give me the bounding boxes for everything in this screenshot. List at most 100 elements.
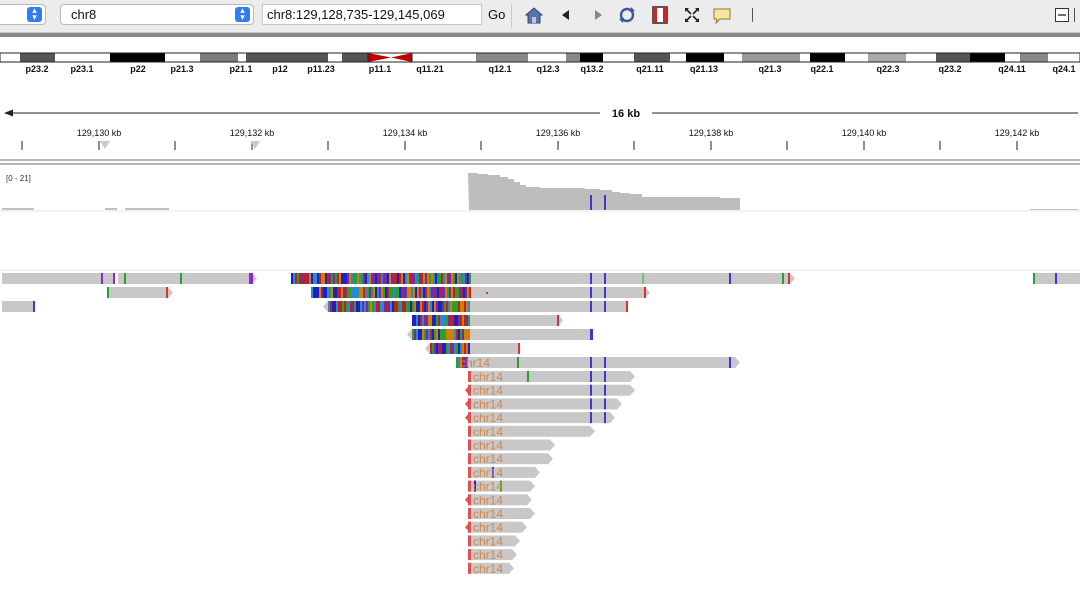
soft-clip-base	[464, 329, 466, 340]
read-strand-arrow	[407, 329, 412, 340]
soft-clip-base	[462, 329, 464, 340]
refresh-icon[interactable]	[617, 5, 637, 25]
locus-input[interactable]	[263, 5, 477, 22]
ideogram-band	[55, 53, 110, 62]
soft-clip-base	[436, 315, 438, 326]
mismatch	[604, 273, 606, 284]
soft-clip-base	[307, 273, 309, 284]
mismatch	[590, 287, 592, 298]
soft-clip-base	[438, 315, 440, 326]
read	[456, 357, 735, 368]
soft-clip-base	[401, 273, 403, 284]
popup-text-icon[interactable]	[712, 5, 732, 25]
read-strand-arrow	[425, 343, 430, 354]
soft-clip-base	[417, 287, 419, 298]
soft-clip-base	[460, 343, 462, 354]
soft-clip-base	[403, 273, 405, 284]
soft-clip-base	[315, 287, 317, 298]
ideogram-band-label: p23.1	[70, 64, 93, 74]
mismatch	[626, 301, 628, 312]
forward-icon[interactable]	[588, 5, 608, 25]
soft-clip-base	[365, 273, 367, 284]
soft-clip-base	[336, 301, 338, 312]
soft-clip-base	[465, 273, 467, 284]
soft-clip-base	[443, 287, 445, 298]
soft-clip-base	[456, 343, 458, 354]
soft-clip-base	[463, 287, 465, 298]
mismatch	[590, 357, 592, 368]
genome-dropdown[interactable]: ▴ ▾	[0, 4, 46, 25]
soft-clip-base	[325, 273, 327, 284]
soft-clip-base	[393, 287, 395, 298]
ideogram-band	[1048, 53, 1080, 62]
ideogram-band-label: q21.13	[690, 64, 718, 74]
soft-clip-base	[410, 301, 412, 312]
soft-clip-base	[380, 301, 382, 312]
soft-clip-base	[445, 273, 447, 284]
soft-clip-base	[340, 301, 342, 312]
read	[470, 329, 593, 340]
soft-clip-base	[437, 287, 439, 298]
coverage-track[interactable]	[2, 173, 1078, 210]
ideogram-band-label: p12	[272, 64, 288, 74]
ideogram-band	[528, 53, 566, 62]
soft-clip-base	[453, 273, 455, 284]
soft-clip-base	[317, 287, 319, 298]
soft-clip-base	[447, 273, 449, 284]
soft-clip-base	[465, 287, 467, 298]
ruler-track[interactable]: 16 kb 129,130 kb 129,132 kb 129,134 kb 129,1…	[4, 108, 1078, 150]
soft-clip-base	[424, 315, 426, 326]
soft-clip-base	[368, 301, 370, 312]
read	[470, 287, 645, 298]
soft-clip-base	[367, 273, 369, 284]
soft-clip-base	[419, 287, 421, 298]
collapse-icon[interactable]	[1055, 8, 1069, 22]
soft-clip-base	[436, 343, 438, 354]
soft-clip-base	[468, 439, 471, 451]
soft-clip-base	[389, 287, 391, 298]
fit-window-icon[interactable]	[682, 5, 702, 25]
soft-clip-base	[424, 301, 426, 312]
soft-clip-base	[468, 371, 471, 382]
mate-chrom-label: chr14	[473, 411, 503, 425]
read	[470, 398, 617, 410]
soft-clip-base	[454, 301, 456, 312]
mismatch	[729, 357, 731, 368]
chromosome-dropdown[interactable]: chr8 ▴ ▾	[60, 4, 254, 25]
soft-clip-base	[388, 301, 390, 312]
soft-clip-base	[303, 273, 305, 284]
ideogram-band	[476, 53, 528, 62]
locus-field[interactable]	[262, 4, 482, 25]
read-strand-arrow	[630, 371, 635, 382]
soft-clip-base	[439, 273, 441, 284]
back-icon[interactable]	[556, 5, 576, 25]
go-button[interactable]: Go	[488, 7, 506, 22]
soft-clip-base	[460, 315, 462, 326]
alignment-track[interactable]: chr14chr14chr14chr14chr14chr14chr14chr14…	[2, 273, 1080, 576]
soft-clip-base	[444, 315, 446, 326]
soft-clip-base	[462, 315, 464, 326]
ideogram-band	[238, 53, 246, 62]
mismatch	[518, 343, 520, 354]
soft-clip-base	[405, 273, 407, 284]
chromosome-ideogram[interactable]: p23.2 p23.1 p22 p21.3 p21.1 p12 p11.23 p11.1 q11…	[0, 52, 1080, 74]
soft-clip-base	[377, 287, 379, 298]
roi-icon[interactable]	[650, 5, 670, 25]
soft-clip-base	[329, 273, 331, 284]
ideogram-band	[845, 53, 868, 62]
ideogram-band	[342, 53, 368, 62]
soft-clip-base	[457, 273, 459, 284]
ideogram-band-label: p21.3	[170, 64, 193, 74]
soft-clip-base	[452, 329, 454, 340]
soft-clip-base	[468, 398, 471, 410]
home-icon[interactable]	[524, 5, 544, 25]
soft-clip-base	[343, 287, 345, 298]
soft-clip-base	[466, 357, 468, 368]
read-strand-arrow	[530, 480, 535, 492]
soft-clip-base	[428, 301, 430, 312]
soft-clip-base	[448, 301, 450, 312]
ideogram-band-label: q23.2	[938, 64, 961, 74]
soft-clip-base	[305, 273, 307, 284]
soft-clip-base	[331, 273, 333, 284]
soft-clip-base	[448, 343, 450, 354]
